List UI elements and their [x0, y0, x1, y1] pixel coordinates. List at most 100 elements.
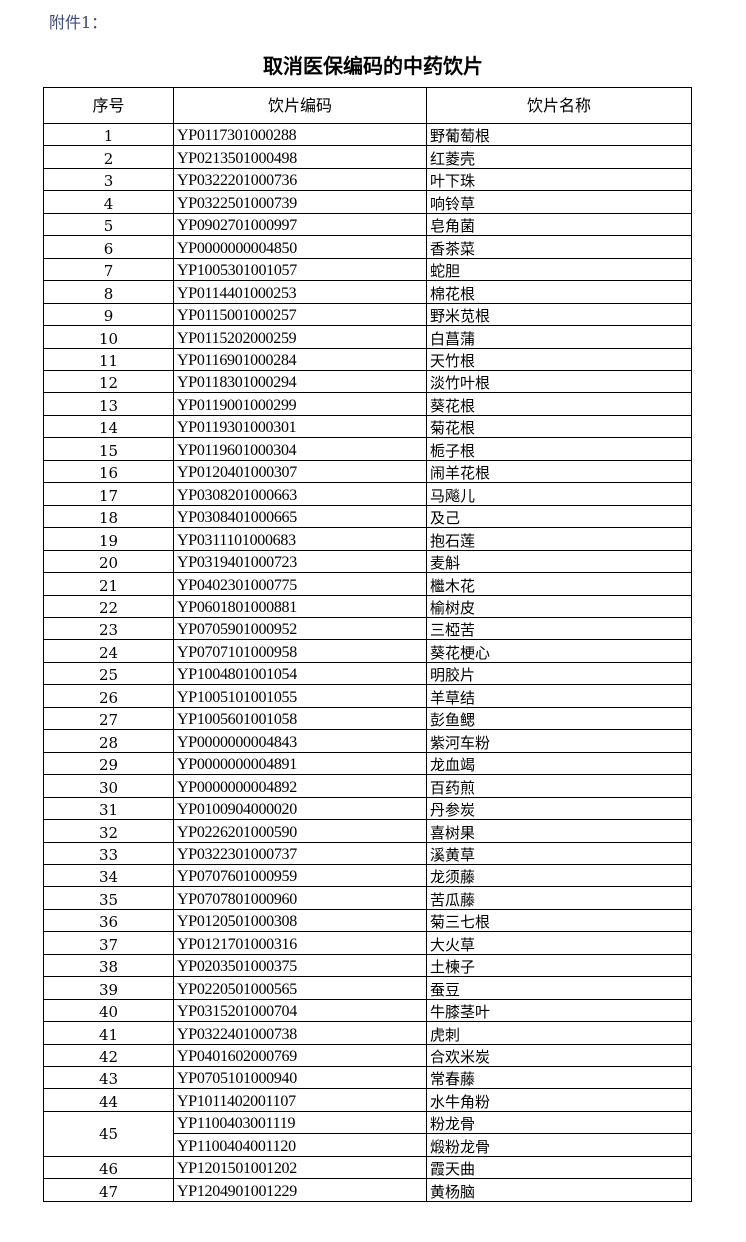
herb-table: 序号 饮片编码 饮片名称 1 YP0117301000288 野葡萄根 2 YP0213… — [43, 87, 692, 1202]
row-number: 11 — [43, 347, 174, 371]
row-number: 28 — [43, 729, 174, 753]
herb-name: 栀子根 — [426, 437, 692, 461]
table-row: 22 YP0601801000881 榆树皮 — [43, 594, 692, 618]
herb-name: 苦瓜藤 — [426, 886, 692, 910]
herb-code: YP1100403001119 — [173, 1110, 427, 1135]
row-number: 20 — [43, 549, 174, 574]
table-row: 27 YP1005601001058 彭鱼鳃 — [43, 706, 692, 731]
herb-code: YP1201501001202 — [173, 1155, 427, 1180]
table-row: 28 YP0000000004843 紫河车粉 — [43, 729, 692, 753]
table-row: 26 YP1005101001055 羊草结 — [43, 684, 692, 708]
row-number: 32 — [43, 819, 174, 843]
row-number: 2 — [43, 145, 174, 169]
table-row: 21 YP0402301000775 檵木花 — [43, 572, 692, 596]
herb-name: 香茶菜 — [426, 235, 692, 259]
herb-code: YP0119001000299 — [173, 392, 427, 416]
herb-code: YP0119301000301 — [173, 414, 427, 439]
herb-code: YP0226201000590 — [173, 819, 427, 843]
header-number: 序号 — [43, 87, 174, 124]
row-number: 41 — [43, 1021, 174, 1045]
herb-name: 虎刺 — [426, 1021, 692, 1045]
herb-code: YP0707801000960 — [173, 886, 427, 910]
table-row: 39 YP0220501000565 蚕豆 — [43, 976, 692, 1000]
herb-name: 蛇胆 — [426, 257, 692, 282]
row-number: 14 — [43, 414, 174, 439]
herb-name: 百药煎 — [426, 774, 692, 798]
herb-code: YP0319401000723 — [173, 549, 427, 574]
row-number: 45 — [43, 1110, 174, 1157]
row-number: 37 — [43, 931, 174, 955]
table-row: 29 YP0000000004891 龙血竭 — [43, 751, 692, 776]
table-row: 3 YP0322201000736 叶下珠 — [43, 167, 692, 192]
table-row: 30 YP0000000004892 百药煎 — [43, 774, 692, 798]
herb-name: 霞天曲 — [426, 1155, 692, 1180]
table-row: 5 YP0902701000997 皂角菌 — [43, 212, 692, 237]
herb-code: YP0115001000257 — [173, 302, 427, 327]
table-row: 32 YP0226201000590 喜树果 — [43, 819, 692, 843]
header-name: 饮片名称 — [426, 87, 692, 124]
table-row: 13 YP0119001000299 葵花根 — [43, 392, 692, 416]
row-number: 44 — [43, 1088, 174, 1112]
row-number: 18 — [43, 504, 174, 529]
herb-name: 葵花梗心 — [426, 639, 692, 663]
herb-code: YP0220501000565 — [173, 976, 427, 1000]
row-number: 47 — [43, 1178, 174, 1202]
herb-name: 彭鱼鳃 — [426, 706, 692, 731]
herb-name: 棉花根 — [426, 280, 692, 304]
row-number: 9 — [43, 302, 174, 327]
table-row: 20 YP0319401000723 麦斛 — [43, 549, 692, 574]
herb-name: 龙血竭 — [426, 751, 692, 776]
row-number: 39 — [43, 976, 174, 1000]
herb-name: 常春藤 — [426, 1066, 692, 1090]
herb-code: YP0000000004892 — [173, 774, 427, 798]
herb-code: YP0311101000683 — [173, 527, 427, 551]
herb-name: 明胶片 — [426, 661, 692, 686]
herb-code: YP0116901000284 — [173, 347, 427, 371]
herb-name: 白菖蒲 — [426, 325, 692, 349]
table-row: 19 YP0311101000683 抱石莲 — [43, 527, 692, 551]
table-row: 1 YP0117301000288 野葡萄根 — [43, 122, 692, 147]
row-number: 19 — [43, 527, 174, 551]
herb-code: YP0705901000952 — [173, 616, 427, 641]
herb-code: YP1005101001055 — [173, 684, 427, 708]
table-row: 8 YP0114401000253 棉花根 — [43, 280, 692, 304]
herb-name: 檵木花 — [426, 572, 692, 596]
herb-code: YP0118301000294 — [173, 369, 427, 394]
row-number: 10 — [43, 325, 174, 349]
row-number: 8 — [43, 280, 174, 304]
table-row: 14 YP0119301000301 菊花根 — [43, 414, 692, 439]
table-row: 45 YP1100403001119 粉龙骨 — [43, 1110, 692, 1157]
row-number: 4 — [43, 190, 174, 214]
row-number: 43 — [43, 1066, 174, 1090]
herb-code: YP0707601000959 — [173, 863, 427, 888]
herb-name: 叶下珠 — [426, 167, 692, 192]
table-row: 9 YP0115001000257 野米苋根 — [43, 302, 692, 327]
herb-code: YP1005301001057 — [173, 257, 427, 282]
herb-code: YP1100404001120 — [173, 1133, 427, 1157]
table-row: 37 YP0121701000316 大火草 — [43, 931, 692, 955]
herb-name: 闹羊花根 — [426, 459, 692, 484]
table-row: 31 YP0100904000020 丹参炭 — [43, 796, 692, 821]
herb-name: 土楝子 — [426, 953, 692, 978]
table-row: 18 YP0308401000665 及己 — [43, 504, 692, 529]
table-row: 33 YP0322301000737 溪黄草 — [43, 841, 692, 865]
herb-code: YP0402301000775 — [173, 572, 427, 596]
row-number: 27 — [43, 706, 174, 731]
header-code: 饮片编码 — [173, 87, 427, 124]
herb-code: YP0705101000940 — [173, 1066, 427, 1090]
row-number: 1 — [43, 122, 174, 147]
row-number: 6 — [43, 235, 174, 259]
table-row: 41 YP0322401000738 虎刺 — [43, 1021, 692, 1045]
herb-code: YP0322301000737 — [173, 841, 427, 865]
table-row: 34 YP0707601000959 龙须藤 — [43, 863, 692, 888]
herb-code: YP1011402001107 — [173, 1088, 427, 1112]
herb-code: YP0203501000375 — [173, 953, 427, 978]
table-row: 24 YP0707101000958 葵花梗心 — [43, 639, 692, 663]
row-number: 13 — [43, 392, 174, 416]
herb-name: 野米苋根 — [426, 302, 692, 327]
table-row: 17 YP0308201000663 马飚儿 — [43, 482, 692, 506]
row-number: 38 — [43, 953, 174, 978]
herb-code: YP0115202000259 — [173, 325, 427, 349]
table-row: 36 YP0120501000308 菊三七根 — [43, 908, 692, 933]
table-row: 44 YP1011402001107 水牛角粉 — [43, 1088, 692, 1112]
